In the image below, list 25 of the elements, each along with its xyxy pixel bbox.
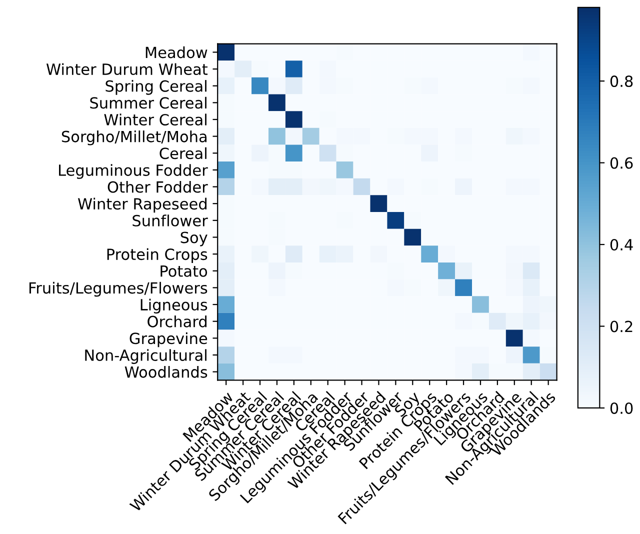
y-tick-label: Sorgho/Millet/Moha	[62, 130, 206, 146]
y-tick-label: Leguminous Fodder	[59, 164, 208, 179]
color-bar-label: 0.0	[610, 402, 633, 414]
y-tick-label: Woodlands	[124, 366, 208, 378]
y-tick-label: Ligneous	[140, 298, 208, 314]
y-tick-label: Orchard	[148, 316, 206, 328]
y-tick-label: Grapevine	[130, 332, 208, 348]
y-tick-label: Potato	[160, 266, 208, 277]
color-bar-label: 0.8	[610, 76, 633, 88]
y-tick-label: Non-Agricultural	[85, 349, 206, 364]
y-tick-label: Cereal	[160, 147, 206, 160]
y-tick-label: Spring Cereal	[106, 80, 206, 95]
color-bar-label: 0.4	[610, 238, 633, 251]
y-tick-label: Fruits/Legumes/Flowers	[29, 282, 208, 297]
y-tick-label: Other Fodder	[108, 180, 208, 193]
color-bar-label: 0.2	[610, 320, 632, 332]
y-tick-label: Summer Cereal	[90, 96, 206, 109]
y-tick-label: Soy	[180, 232, 208, 246]
y-tick-label: Meadow	[146, 46, 208, 58]
y-tick-label: Sunflower	[132, 214, 208, 226]
y-tick-label: Winter Durum Wheat	[46, 63, 208, 76]
y-tick-label: Winter Cereal	[104, 114, 206, 126]
y-tick-label: Protein Crops	[107, 248, 208, 264]
y-tick-label: Winter Rapeseed	[78, 198, 206, 213]
color-bar-label: 0.6	[610, 157, 633, 169]
